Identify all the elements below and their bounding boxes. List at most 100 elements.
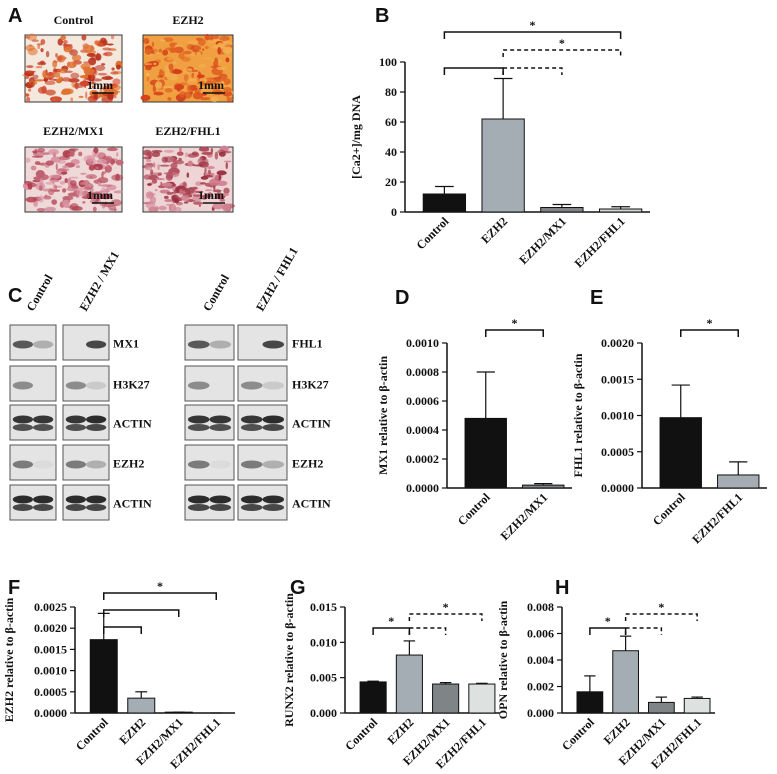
- stain-blob: [26, 96, 31, 103]
- stain-blob: [225, 57, 230, 63]
- x-tick-label: EZH2/MX1: [516, 214, 569, 267]
- blot-band: [187, 381, 210, 390]
- blot-band: [65, 415, 86, 424]
- stain-blob: [144, 63, 153, 66]
- stain-blob: [82, 45, 95, 53]
- significance-bracket: [680, 329, 739, 337]
- panel-letter: E: [590, 287, 603, 309]
- stain-blob: [200, 88, 210, 92]
- y-tick-label: 0.015: [310, 600, 337, 614]
- error-bar: [493, 77, 513, 119]
- x-tick-label: Control: [650, 490, 688, 528]
- stain-blob: [184, 152, 189, 158]
- bar: [598, 208, 643, 213]
- stain-image: [22, 146, 124, 213]
- protein-label: H3K27: [113, 378, 150, 392]
- stain-blob: [68, 148, 79, 151]
- stain-image: [141, 145, 236, 213]
- stain-blob: [89, 175, 93, 178]
- stain-blob: [25, 44, 35, 52]
- blot-band: [65, 495, 86, 504]
- bar: [683, 697, 711, 714]
- bar: [648, 701, 675, 714]
- stain-blob: [194, 89, 197, 96]
- y-tick-label: 0.000: [310, 706, 337, 720]
- blot-band: [262, 424, 285, 431]
- y-tick-label: 0: [391, 205, 397, 219]
- stain-blob: [49, 78, 56, 81]
- protein-label: ACTIN: [113, 417, 152, 431]
- stain-blob: [172, 60, 177, 65]
- stain-blob: [91, 78, 103, 82]
- significance-bracket: [408, 627, 447, 635]
- stain-blob: [63, 46, 72, 53]
- blot-band: [187, 504, 210, 511]
- significance-bracket: [502, 67, 563, 75]
- stain-blob: [44, 206, 56, 212]
- stain-blob: [78, 151, 83, 157]
- y-tick-label: 0.0008: [406, 365, 439, 379]
- stain-blob: [61, 77, 72, 82]
- y-tick-label: 0.008: [527, 600, 554, 614]
- stain-blob: [187, 160, 193, 167]
- stain-blob: [86, 53, 96, 57]
- stain-blob: [110, 71, 119, 75]
- stain-blob: [66, 61, 77, 69]
- stain-blob: [204, 33, 210, 41]
- y-axis-label: EZH2 relative to β-actin: [2, 597, 16, 722]
- y-tick-label: 0.002: [527, 680, 554, 694]
- significance-bracket: [408, 613, 483, 621]
- y-tick-label: 0.006: [527, 627, 554, 641]
- stain-blob: [103, 203, 115, 208]
- y-axis-label: FHL1 relative to β-actin: [571, 353, 585, 477]
- y-tick-label: 0.000: [527, 706, 554, 720]
- stain-blob: [181, 195, 190, 201]
- stain-blob: [187, 40, 199, 45]
- y-tick-label: 0.0020: [601, 336, 634, 350]
- significance-bracket: [103, 626, 142, 634]
- stain-blob: [184, 187, 195, 194]
- error-bar: [403, 640, 416, 656]
- significance-label: *: [157, 579, 163, 593]
- x-tick-label: EZH2: [601, 715, 633, 747]
- stain-blob: [82, 201, 86, 204]
- stain-blob: [45, 89, 56, 96]
- significance-label: *: [658, 600, 664, 614]
- stain-blob: [194, 152, 200, 157]
- x-tick-label: EZH2/FHL1: [689, 490, 745, 546]
- stain-blob: [48, 148, 59, 156]
- blot-band: [187, 460, 210, 469]
- y-tick-label: 0.004: [527, 653, 554, 667]
- y-tick-label: 80: [385, 85, 397, 99]
- error-bar: [367, 680, 379, 682]
- stain-blob: [94, 40, 100, 45]
- error-bar: [552, 203, 572, 208]
- stain-blob: [223, 187, 230, 194]
- stain-blob: [154, 81, 163, 89]
- stain-blob: [210, 148, 214, 153]
- image-label: Control: [54, 13, 94, 27]
- stain-image: [22, 33, 123, 103]
- stain-blob: [203, 78, 207, 86]
- y-tick-label: 0.005: [310, 671, 337, 685]
- y-tick-label: 0.0010: [406, 336, 439, 350]
- stain-blob: [208, 192, 212, 197]
- blot-band: [12, 381, 34, 390]
- stain-blob: [26, 33, 38, 41]
- stain-blob: [62, 150, 71, 158]
- stain-blob: [151, 179, 158, 184]
- blot-band: [262, 340, 285, 349]
- stain-blob: [69, 203, 79, 211]
- stain-blob: [68, 176, 79, 179]
- stain-blob: [100, 184, 112, 187]
- stain-blob: [164, 195, 169, 199]
- stain-blob: [192, 201, 204, 205]
- stain-blob: [75, 165, 81, 169]
- blot-band: [86, 381, 107, 390]
- y-tick-label: 0.0005: [34, 685, 67, 699]
- y-tick-label: 0.0015: [601, 372, 634, 386]
- y-tick-label: 0.0010: [34, 664, 67, 678]
- stain-blob: [106, 43, 114, 46]
- blot-band: [187, 424, 210, 431]
